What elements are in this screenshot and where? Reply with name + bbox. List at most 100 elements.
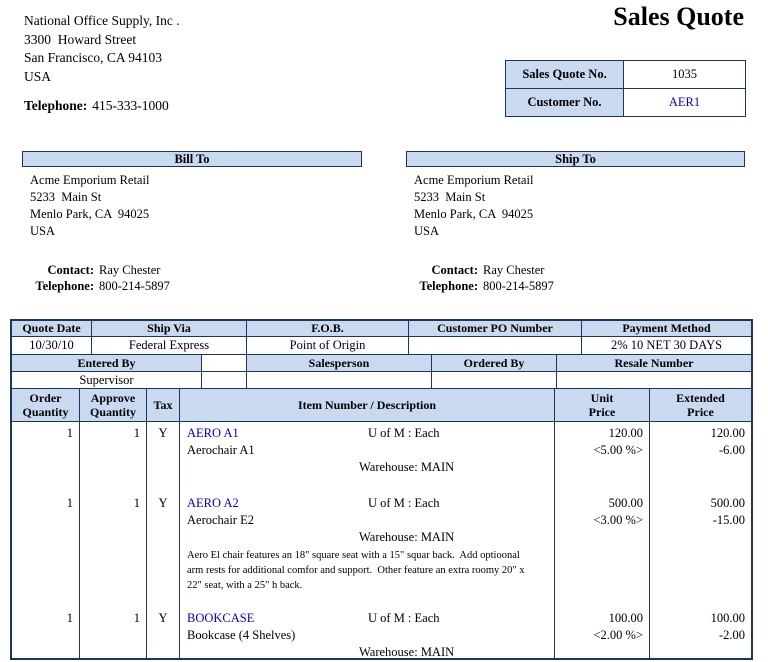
items-header-row: Order Quantity Approve Quantity Tax Item… (12, 389, 751, 422)
bill-to-section: Bill To Acme Emporium Retail 5233 Main S… (22, 151, 362, 294)
customer-po-value (409, 337, 582, 355)
item-tax-flag: Y (147, 492, 180, 607)
ship-phone-value: 800-214-5897 (483, 279, 554, 293)
item-discount-amount: -6.00 (718, 443, 745, 457)
item-discount-percent: <3.00 %> (593, 513, 643, 527)
col-payment-method: Payment Method (582, 321, 751, 337)
payment-method-value: 2% 10 NET 30 DAYS (582, 337, 751, 355)
company-phone-value: 415-333-1000 (92, 98, 169, 113)
col-extended-price: Extended Price (650, 389, 751, 422)
item-number-link[interactable]: AERO A2 (187, 496, 239, 510)
item-discount-amount: -15.00 (712, 513, 745, 527)
item-extended-price: 120.00 (710, 426, 745, 440)
item-discount-percent: <2.00 %> (593, 628, 643, 642)
item-row: 1 1 Y AERO A1 U of M : Each Aerochair A1… (12, 422, 751, 492)
item-order-qty: 1 (12, 492, 80, 607)
item-unit-price-cell: 500.00 <3.00 %> (555, 492, 650, 607)
order-details-table: Quote Date Ship Via F.O.B. Customer PO N… (10, 319, 753, 660)
col-ordered-by: Ordered By (432, 355, 557, 372)
ship-to-address: Acme Emporium Retail 5233 Main St Menlo … (414, 173, 534, 238)
quote-date-value: 10/30/10 (12, 337, 92, 355)
item-discount-percent: <5.00 %> (593, 443, 643, 457)
bill-contact-label: Contact: (47, 263, 94, 277)
item-uom: U of M : Each (368, 611, 440, 625)
col-resale-number: Resale Number (557, 355, 751, 372)
col-salesperson: Salesperson (247, 355, 432, 372)
item-warehouse: Warehouse: MAIN (359, 460, 455, 474)
item-unit-price-cell: 120.00 <5.00 %> (555, 422, 650, 492)
col-item-description: Item Number / Description (180, 389, 555, 422)
col-ship-via: Ship Via (92, 321, 247, 337)
item-description-cell: AERO A2 U of M : Each Aerochair E2 Wareh… (180, 492, 555, 607)
bill-phone-value: 800-214-5897 (99, 279, 170, 293)
entered-by-value: Supervisor (12, 372, 202, 389)
item-warehouse: Warehouse: MAIN (359, 530, 455, 544)
ship-phone-row: Telephone: 800-214-5897 (406, 278, 745, 294)
bill-contact-row: Contact: Ray Chester (22, 262, 362, 278)
ship-to-header: Ship To (406, 151, 745, 167)
item-tax-flag: Y (147, 422, 180, 492)
header-gap-cell (202, 355, 247, 372)
item-description-cell: BOOKCASE U of M : Each Bookcase (4 Shelv… (180, 607, 555, 659)
bill-phone-label: Telephone: (35, 279, 94, 293)
customer-no-row: Customer No. AER1 (505, 88, 746, 117)
ship-contact-row: Contact: Ray Chester (406, 262, 745, 278)
item-description-cell: AERO A1 U of M : Each Aerochair A1 Wareh… (180, 422, 555, 492)
bill-to-address: Acme Emporium Retail 5233 Main St Menlo … (30, 173, 150, 238)
item-unit-price: 500.00 (608, 496, 643, 510)
item-uom: U of M : Each (368, 426, 440, 440)
item-warehouse: Warehouse: MAIN (359, 645, 455, 659)
customer-no-label: Customer No. (505, 88, 624, 117)
company-name: National Office Supply, Inc . (24, 13, 180, 28)
item-approve-qty: 1 (80, 422, 147, 492)
bill-contact-value: Ray Chester (99, 263, 161, 277)
col-entered-by: Entered By (12, 355, 202, 372)
quote-no-label: Sales Quote No. (505, 60, 624, 89)
customer-no-link[interactable]: AER1 (623, 88, 746, 117)
col-approve-quantity: Approve Quantity (80, 389, 147, 422)
col-unit-price: Unit Price (555, 389, 650, 422)
bill-to-contact: Contact: Ray Chester Telephone: 800-214-… (22, 262, 362, 294)
ship-phone-label: Telephone: (419, 279, 478, 293)
resale-number-value (557, 372, 751, 389)
ship-contact-label: Contact: (431, 263, 478, 277)
order-values-row-2: Supervisor (12, 372, 751, 389)
item-line-1: AERO A2 U of M : Each (187, 495, 554, 512)
quote-info-table: Sales Quote No. 1035 Customer No. AER1 (505, 60, 746, 117)
item-row: 1 1 Y AERO A2 U of M : Each Aerochair E2… (12, 492, 751, 607)
col-quote-date: Quote Date (12, 321, 92, 337)
item-row: 1 1 Y BOOKCASE U of M : Each Bookcase (4… (12, 607, 751, 659)
order-header-row-1: Quote Date Ship Via F.O.B. Customer PO N… (12, 321, 751, 337)
item-extended-price-cell: 500.00 -15.00 (650, 492, 751, 607)
company-phone-line: Telephone: 415-333-1000 (24, 97, 180, 116)
item-approve-qty: 1 (80, 607, 147, 658)
company-phone-label: Telephone: (24, 98, 88, 113)
bill-to-header: Bill To (22, 151, 362, 167)
bill-phone-row: Telephone: 800-214-5897 (22, 278, 362, 294)
item-unit-price-cell: 100.00 <2.00 %> (555, 607, 650, 658)
fob-value: Point of Origin (247, 337, 409, 355)
salesperson-value (247, 372, 432, 389)
col-fob: F.O.B. (247, 321, 409, 337)
items-body: 1 1 Y AERO A1 U of M : Each Aerochair A1… (12, 422, 751, 659)
item-extended-price-cell: 100.00 -2.00 (650, 607, 751, 658)
item-name: Aerochair A1 (187, 443, 255, 457)
order-header-row-2: Entered By Salesperson Ordered By Resale… (12, 355, 751, 372)
page-title: Sales Quote (613, 2, 744, 31)
ship-via-value: Federal Express (92, 337, 247, 355)
col-tax: Tax (147, 389, 180, 422)
ship-contact-value: Ray Chester (483, 263, 545, 277)
company-address: 3300 Howard Street San Francisco, CA 941… (24, 31, 162, 84)
item-line-1: BOOKCASE U of M : Each (187, 610, 554, 627)
item-uom: U of M : Each (368, 496, 440, 510)
item-extended-price-cell: 120.00 -6.00 (650, 422, 751, 492)
item-approve-qty: 1 (80, 492, 147, 607)
item-number-link[interactable]: AERO A1 (187, 426, 239, 440)
col-customer-po: Customer PO Number (409, 321, 582, 337)
col-order-quantity: Order Quantity (12, 389, 80, 422)
value-gap-cell (202, 372, 247, 389)
ordered-by-value (432, 372, 557, 389)
item-number-link[interactable]: BOOKCASE (187, 611, 255, 625)
ship-to-section: Ship To Acme Emporium Retail 5233 Main S… (406, 151, 745, 294)
